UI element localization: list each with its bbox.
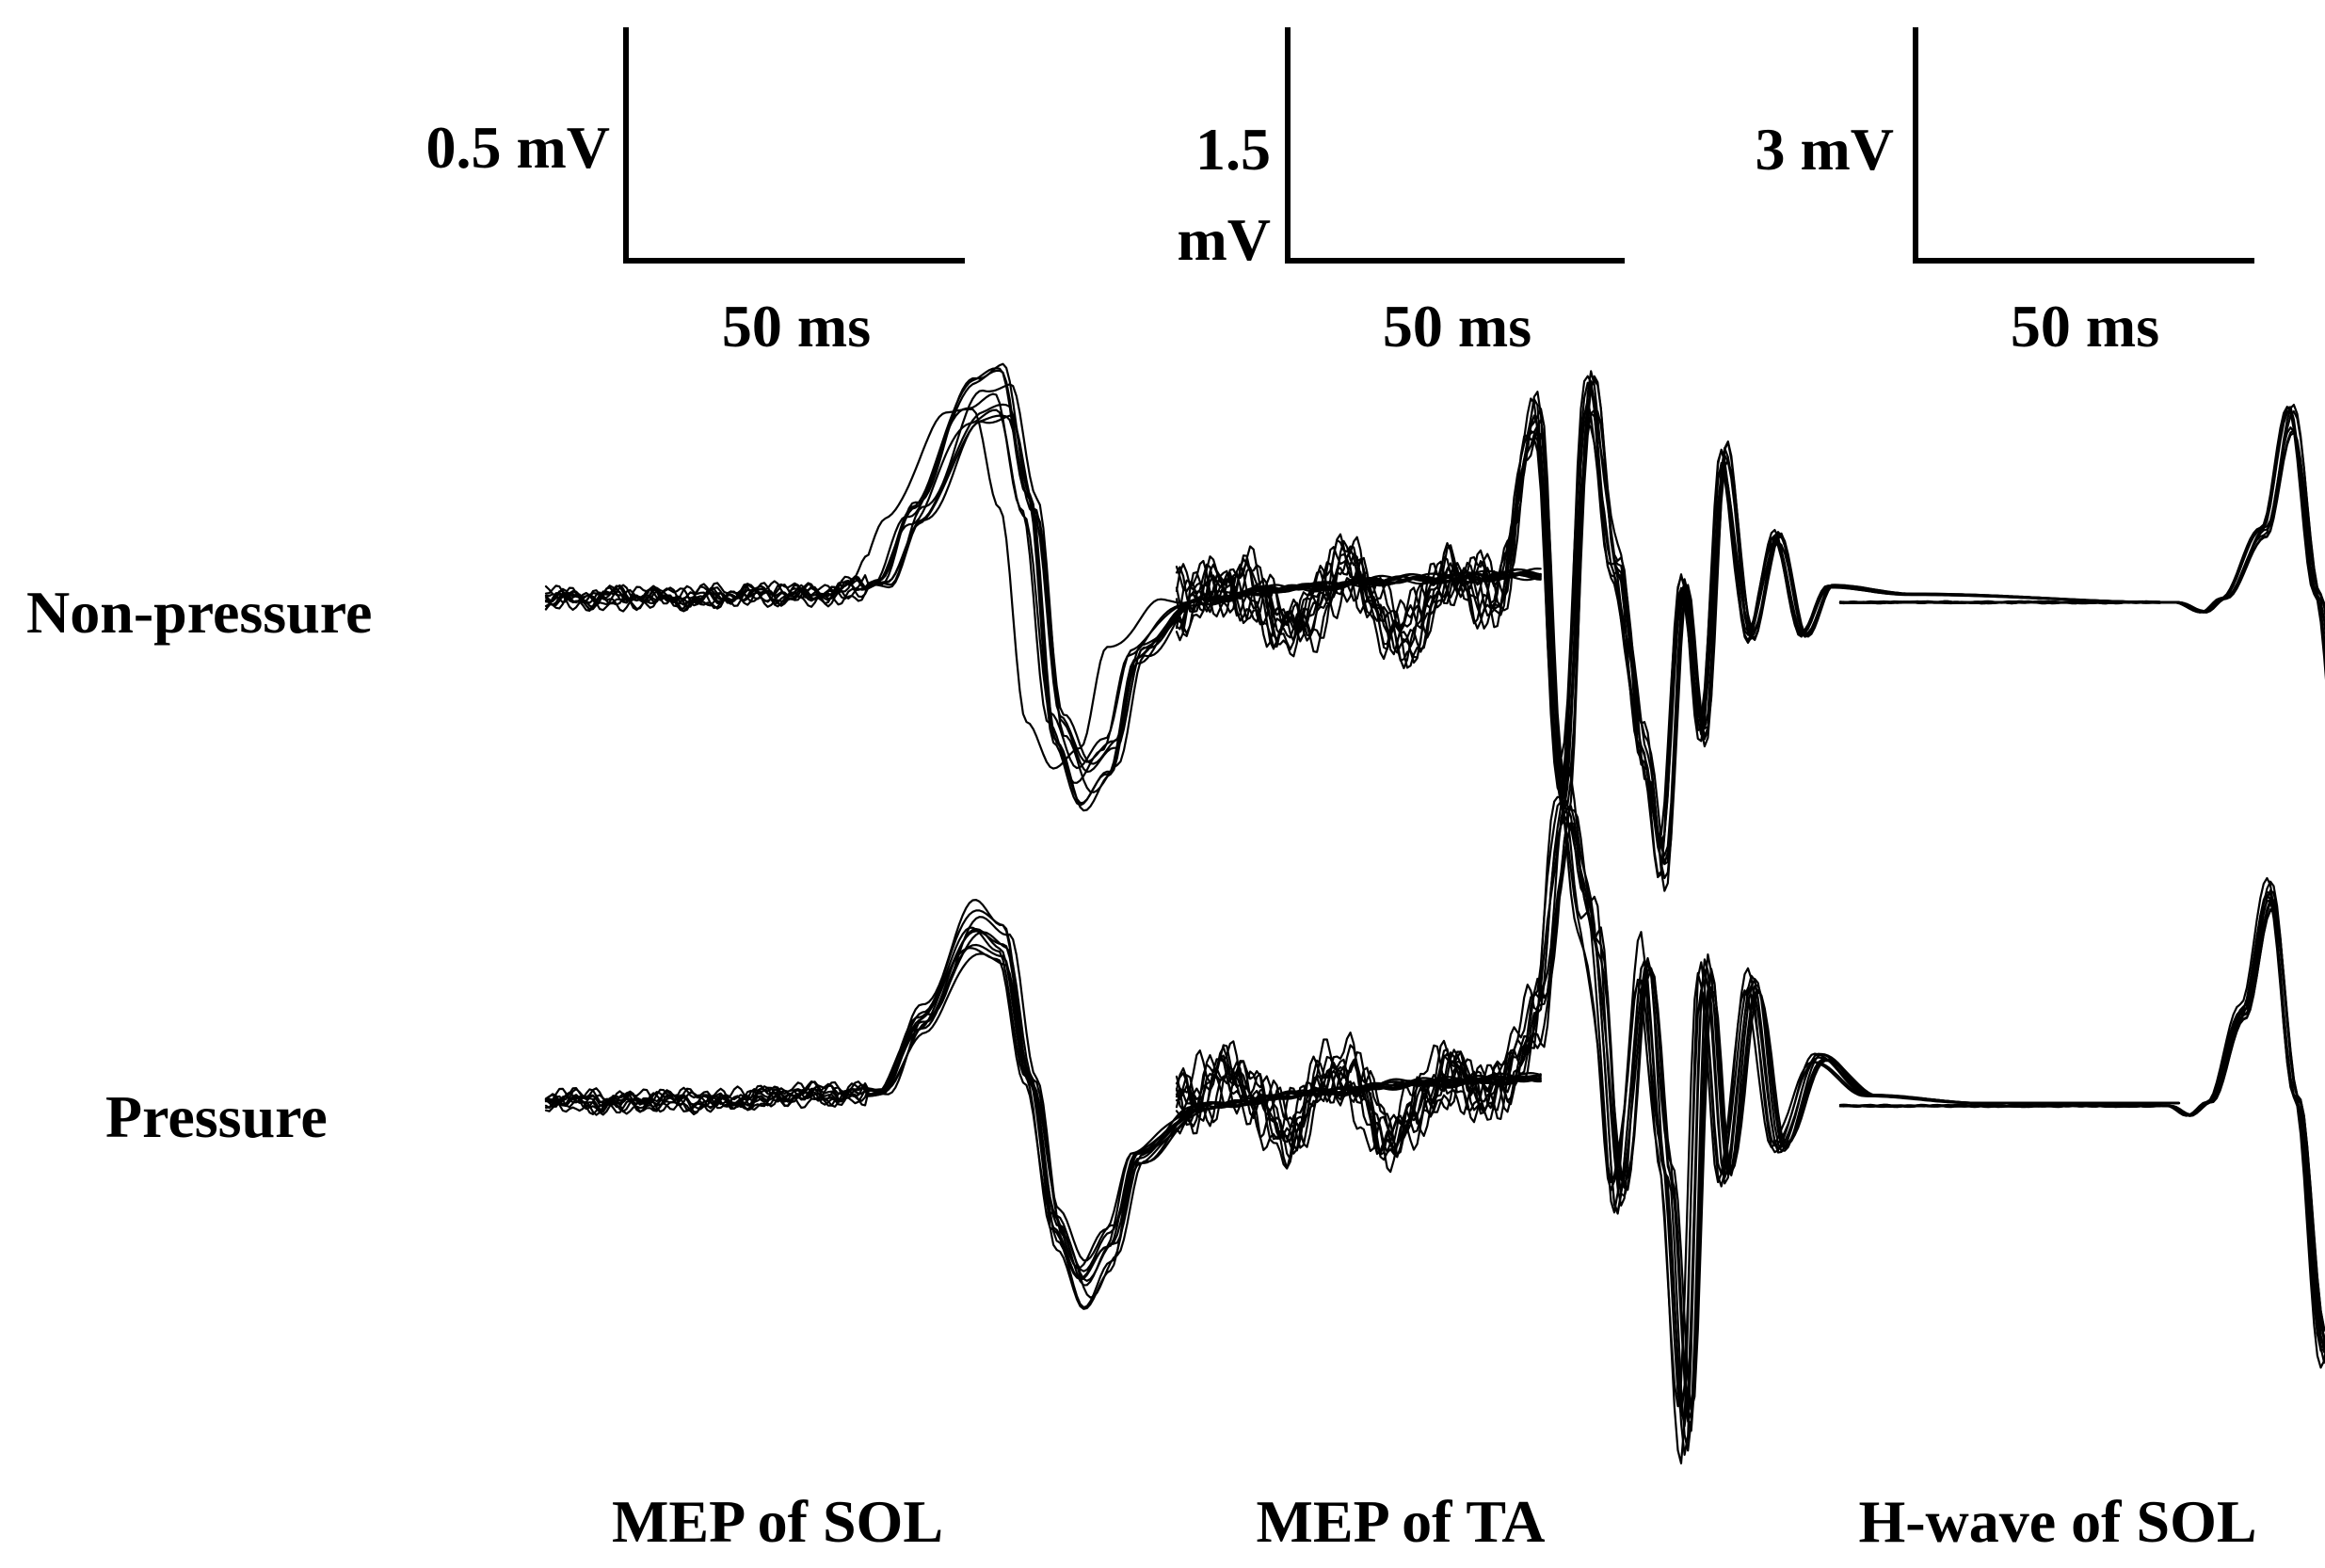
trace-line bbox=[544, 408, 1542, 770]
trace-line bbox=[1838, 411, 2325, 661]
traces-mep-of-ta-non-pressure bbox=[1175, 370, 2181, 892]
scale-bar-y-label-line1-mep-ta: 1.5 bbox=[1195, 116, 1271, 183]
trace-line bbox=[1838, 410, 2325, 616]
trace-line bbox=[1838, 876, 2325, 1369]
trace-line bbox=[1175, 411, 2181, 846]
trace-line bbox=[1175, 370, 2181, 865]
scale-bar-x-label-mep-ta: 50 ms bbox=[1383, 293, 1531, 360]
trace-line bbox=[544, 362, 1542, 812]
scale-bar-lines-mep-ta bbox=[1285, 27, 1625, 264]
trace-line bbox=[544, 383, 1542, 793]
traces-mep-of-sol-non-pressure bbox=[544, 362, 1542, 812]
scale-bar-y-label-line2-mep-ta: mV bbox=[1177, 206, 1271, 273]
trace-line bbox=[1838, 407, 2325, 673]
trace-line bbox=[1838, 404, 2325, 620]
row-label-non-pressure: Non-pressure bbox=[26, 579, 372, 646]
scale-bar-x-label-mep-sol: 50 ms bbox=[722, 293, 871, 360]
trace-line bbox=[544, 367, 1542, 807]
scale-bar-mep-sol: 0.5 mV 50 ms bbox=[425, 27, 965, 360]
trace-area bbox=[544, 362, 2325, 1464]
trace-line bbox=[1838, 890, 2325, 1352]
scale-bar-h-wave-sol: 3 mV 50 ms bbox=[1755, 27, 2254, 360]
scale-bar-y-label-mep-sol: 0.5 mV bbox=[425, 114, 610, 181]
trace-line bbox=[1838, 406, 2325, 662]
trace-line bbox=[1838, 429, 2325, 620]
trace-line bbox=[544, 414, 1542, 765]
trace-line bbox=[1175, 807, 2181, 1428]
trace-line bbox=[544, 408, 1542, 770]
panel-label-h-wave-sol: H-wave of SOL bbox=[1858, 1488, 2256, 1555]
trace-line bbox=[544, 369, 1542, 805]
panel-label-mep-sol: MEP of SOL bbox=[612, 1488, 943, 1555]
trace-line bbox=[1838, 409, 2325, 663]
trace-line bbox=[544, 403, 1542, 774]
traces-h-wave-of-sol-non-pressure bbox=[1838, 404, 2325, 680]
scale-bar-y-label-h-wave-sol: 3 mV bbox=[1755, 116, 1894, 183]
scale-bar-x-label-h-wave-sol: 50 ms bbox=[2011, 293, 2159, 360]
panel-label-mep-ta: MEP of TA bbox=[1257, 1488, 1546, 1555]
traces-mep-of-ta-pressure bbox=[1175, 771, 2181, 1464]
scale-bar-lines-h-wave-sol bbox=[1913, 27, 2254, 264]
trace-line bbox=[1838, 432, 2325, 620]
scale-bar-mep-ta: 1.5 mV 50 ms bbox=[1177, 27, 1625, 360]
trace-line bbox=[544, 414, 1542, 763]
trace-line bbox=[544, 392, 1542, 784]
traces-h-wave-of-sol-pressure bbox=[1838, 876, 2325, 1369]
traces-mep-of-sol-pressure bbox=[544, 899, 1542, 1310]
row-label-pressure: Pressure bbox=[105, 1083, 328, 1150]
trace-line bbox=[1838, 406, 2325, 680]
scale-bar-lines-mep-sol bbox=[623, 27, 965, 264]
trace-line bbox=[1838, 426, 2325, 638]
